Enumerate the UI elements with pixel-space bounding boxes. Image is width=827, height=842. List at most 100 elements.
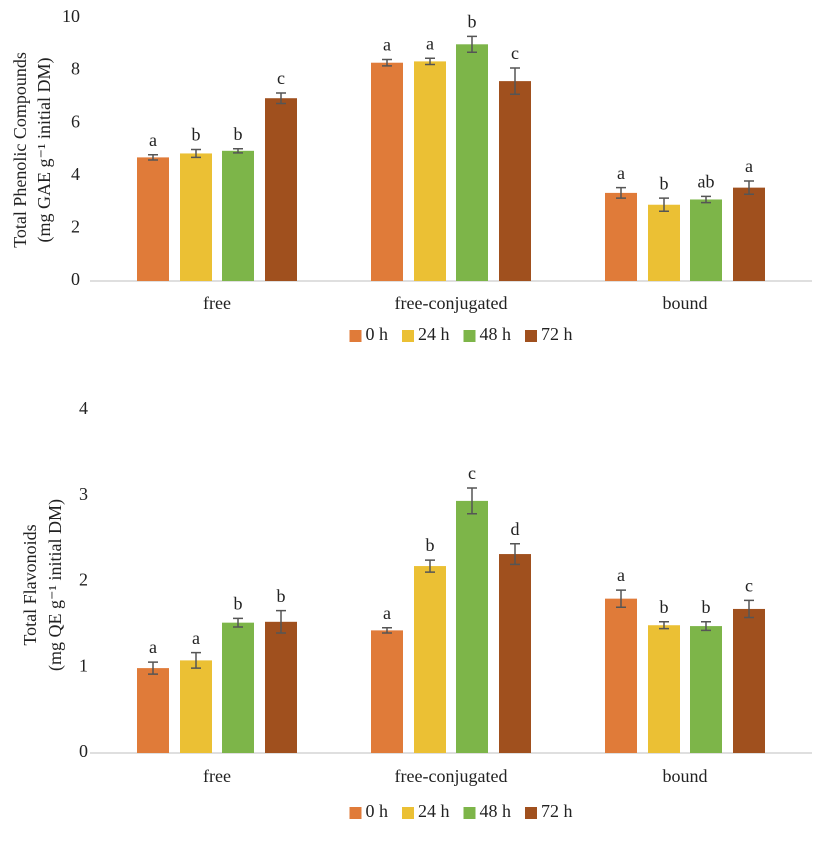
legend-swatch — [525, 330, 537, 342]
bar — [499, 81, 531, 282]
data-label: c — [511, 43, 519, 63]
x-tick-label: bound — [663, 293, 708, 313]
data-label: b — [234, 124, 243, 144]
legend-swatch — [349, 330, 362, 342]
legend-swatch — [402, 330, 414, 342]
bar — [414, 566, 446, 753]
bar — [180, 660, 212, 753]
y-tick-label: 4 — [71, 164, 80, 184]
y-tick-label: 3 — [79, 484, 88, 504]
bar — [499, 554, 531, 753]
error-bar — [233, 617, 243, 628]
data-label: c — [745, 575, 753, 595]
bar — [222, 150, 254, 281]
error-bar — [701, 195, 711, 204]
legend-label: 48 h — [480, 801, 512, 821]
y-axis-title: Total Phenolic Compounds — [10, 52, 30, 248]
data-label: b — [234, 593, 243, 613]
bar — [690, 626, 722, 753]
error-bar — [510, 67, 520, 96]
data-label: c — [468, 463, 476, 483]
y-tick-label: 0 — [71, 269, 80, 289]
error-bar — [616, 186, 626, 199]
bar — [414, 61, 446, 281]
bar — [605, 192, 637, 281]
error-bar — [701, 621, 711, 632]
x-tick-label: free — [203, 293, 231, 313]
y-axis-title: Total Flavonoids — [20, 524, 40, 645]
error-bar — [616, 589, 626, 608]
error-bar — [659, 621, 669, 630]
data-label: b — [468, 12, 477, 32]
bar — [690, 199, 722, 281]
error-bar — [425, 57, 435, 66]
data-label: a — [192, 628, 200, 648]
data-label: ab — [698, 171, 715, 191]
legend-swatch — [463, 807, 476, 819]
data-label: a — [149, 637, 157, 657]
bar — [265, 621, 297, 753]
legend-label: 0 h — [366, 324, 389, 344]
legend-label: 72 h — [541, 324, 573, 344]
y-tick-label: 0 — [79, 741, 88, 761]
bar — [222, 622, 254, 753]
legend: 0 h 24 h 48 h 72 h — [349, 324, 573, 344]
data-label: d — [511, 519, 520, 539]
x-tick-label: bound — [663, 766, 708, 786]
error-bar — [425, 559, 435, 573]
legend-swatch — [525, 807, 537, 819]
legend-label: 48 h — [480, 324, 512, 344]
bar — [456, 44, 488, 281]
bar — [137, 668, 169, 753]
data-label: a — [383, 603, 391, 623]
error-bar — [191, 148, 201, 159]
error-bar — [148, 154, 158, 161]
error-bar — [276, 609, 286, 634]
bar — [648, 204, 680, 281]
x-tick-label: free-conjugated — [395, 766, 508, 786]
bar — [605, 598, 637, 753]
y-axis-title: (mg QE g⁻¹ initial DM) — [45, 499, 66, 671]
chart: Total Flavonoids (mg QE g⁻¹ initial DM) 0 1… — [20, 398, 812, 821]
y-tick-label: 1 — [79, 655, 88, 675]
legend-label: 72 h — [541, 801, 573, 821]
error-bar — [467, 487, 477, 515]
bar — [371, 630, 403, 753]
legend: 0 h 24 h 48 h 72 h — [349, 801, 573, 821]
data-label: a — [617, 163, 625, 183]
y-tick-label: 8 — [71, 59, 80, 79]
data-label: b — [702, 597, 711, 617]
error-bar — [659, 197, 669, 213]
x-tick-label: free — [203, 766, 231, 786]
error-bar — [382, 627, 392, 634]
data-label: b — [192, 125, 201, 145]
bar — [648, 625, 680, 753]
bar — [180, 153, 212, 281]
data-label: a — [426, 33, 434, 53]
y-axis-title: (mg GAE g⁻¹ initial DM) — [34, 58, 55, 243]
y-tick-label: 2 — [71, 217, 80, 237]
bar — [733, 187, 765, 281]
legend-label: 24 h — [418, 801, 450, 821]
data-label: b — [660, 597, 669, 617]
error-bar — [191, 651, 201, 669]
error-bar — [467, 35, 477, 53]
legend-label: 0 h — [366, 801, 389, 821]
data-label: b — [277, 586, 286, 606]
x-tick-label: free-conjugated — [395, 293, 508, 313]
data-label: a — [149, 130, 157, 150]
bar — [137, 157, 169, 281]
data-label: c — [277, 68, 285, 88]
data-label: a — [617, 565, 625, 585]
y-tick-label: 10 — [62, 6, 80, 26]
legend-swatch — [349, 807, 362, 819]
error-bar — [233, 147, 243, 154]
y-tick-label: 6 — [71, 111, 80, 131]
error-bar — [744, 180, 754, 195]
error-bar — [148, 661, 158, 675]
error-bar — [744, 599, 754, 619]
legend-label: 24 h — [418, 324, 450, 344]
y-tick-label: 4 — [79, 398, 88, 418]
error-bar — [382, 58, 392, 67]
